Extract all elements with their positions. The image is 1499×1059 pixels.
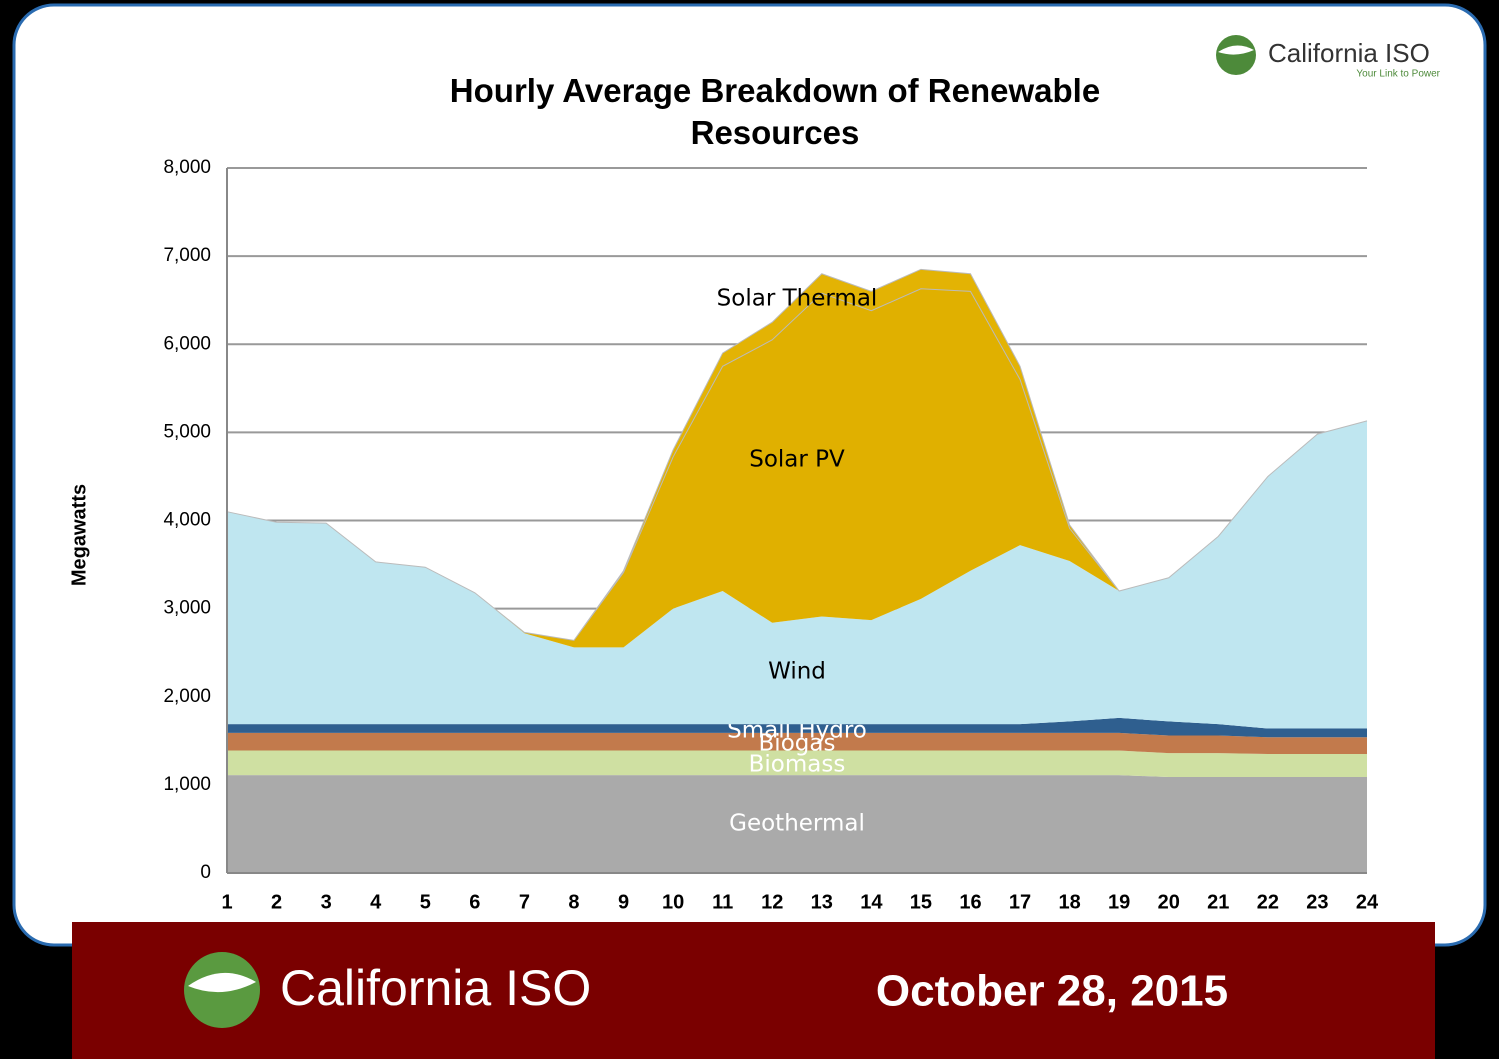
x-tick-label: 10 xyxy=(662,891,684,913)
series-label: Wind xyxy=(768,659,826,685)
chart-title: Hourly Average Breakdown of Renewable Res… xyxy=(450,72,1100,151)
footer-bar xyxy=(72,922,1435,1059)
series-label: Solar Thermal xyxy=(717,286,878,312)
x-tick-label: 15 xyxy=(910,891,932,913)
header-logo: California ISO xyxy=(1268,38,1430,68)
y-tick-label: 8,000 xyxy=(163,157,211,178)
area xyxy=(226,268,1368,641)
x-tick-label: 20 xyxy=(1158,891,1180,913)
x-tick-label: 9 xyxy=(618,891,629,913)
header-tagline: Your Link to Power xyxy=(1356,69,1440,80)
area xyxy=(227,288,1367,648)
x-tick-label: 3 xyxy=(321,891,332,913)
x-tick-label: 22 xyxy=(1257,891,1279,913)
x-tick-label: 2 xyxy=(271,891,282,913)
y-tick-label: 7,000 xyxy=(163,245,211,266)
footer-date: October 28, 2015 xyxy=(876,967,1228,1016)
area xyxy=(227,717,1367,738)
area xyxy=(227,420,1367,729)
footer-logo: California ISO xyxy=(280,960,591,1016)
x-tick-label: 7 xyxy=(519,891,530,913)
series-label: Biogas xyxy=(759,731,836,757)
y-tick-label: 5,000 xyxy=(163,421,211,442)
x-tick-label: 13 xyxy=(811,891,833,913)
x-tick-label: 19 xyxy=(1108,891,1130,913)
x-tick-label: 8 xyxy=(568,891,579,913)
series-label: Solar PV xyxy=(749,447,845,473)
series-label: Geothermal xyxy=(729,811,865,837)
footer-logo-swoosh xyxy=(188,972,256,993)
logo-swoosh xyxy=(1218,45,1254,55)
x-tick-label: 14 xyxy=(860,891,883,913)
y-tick-label: 1,000 xyxy=(163,774,211,795)
y-tick-label: 3,000 xyxy=(163,598,211,619)
area xyxy=(227,732,1367,755)
x-tick-label: 6 xyxy=(469,891,480,913)
x-tick-label: 24 xyxy=(1356,891,1379,913)
x-tick-label: 17 xyxy=(1009,891,1031,913)
logo-icon xyxy=(1216,35,1256,75)
y-tick-label: 2,000 xyxy=(163,686,211,707)
y-tick-label: 6,000 xyxy=(163,333,211,354)
x-tick-label: 18 xyxy=(1058,891,1080,913)
x-tick-label: 23 xyxy=(1306,891,1328,913)
x-tick-label: 16 xyxy=(959,891,981,913)
x-tick-label: 12 xyxy=(761,891,783,913)
y-tick-label: 4,000 xyxy=(163,510,211,531)
y-tick-label: 0 xyxy=(200,862,211,883)
area xyxy=(227,775,1367,873)
area xyxy=(227,750,1367,777)
x-tick-label: 11 xyxy=(712,891,733,913)
x-tick-label: 5 xyxy=(420,891,431,913)
x-tick-label: 4 xyxy=(370,891,382,913)
x-tick-label: 21 xyxy=(1207,891,1229,913)
series-label: Biomass xyxy=(749,752,846,778)
x-tick-label: 1 xyxy=(221,891,232,913)
y-axis-label: Megawatts xyxy=(68,484,90,586)
